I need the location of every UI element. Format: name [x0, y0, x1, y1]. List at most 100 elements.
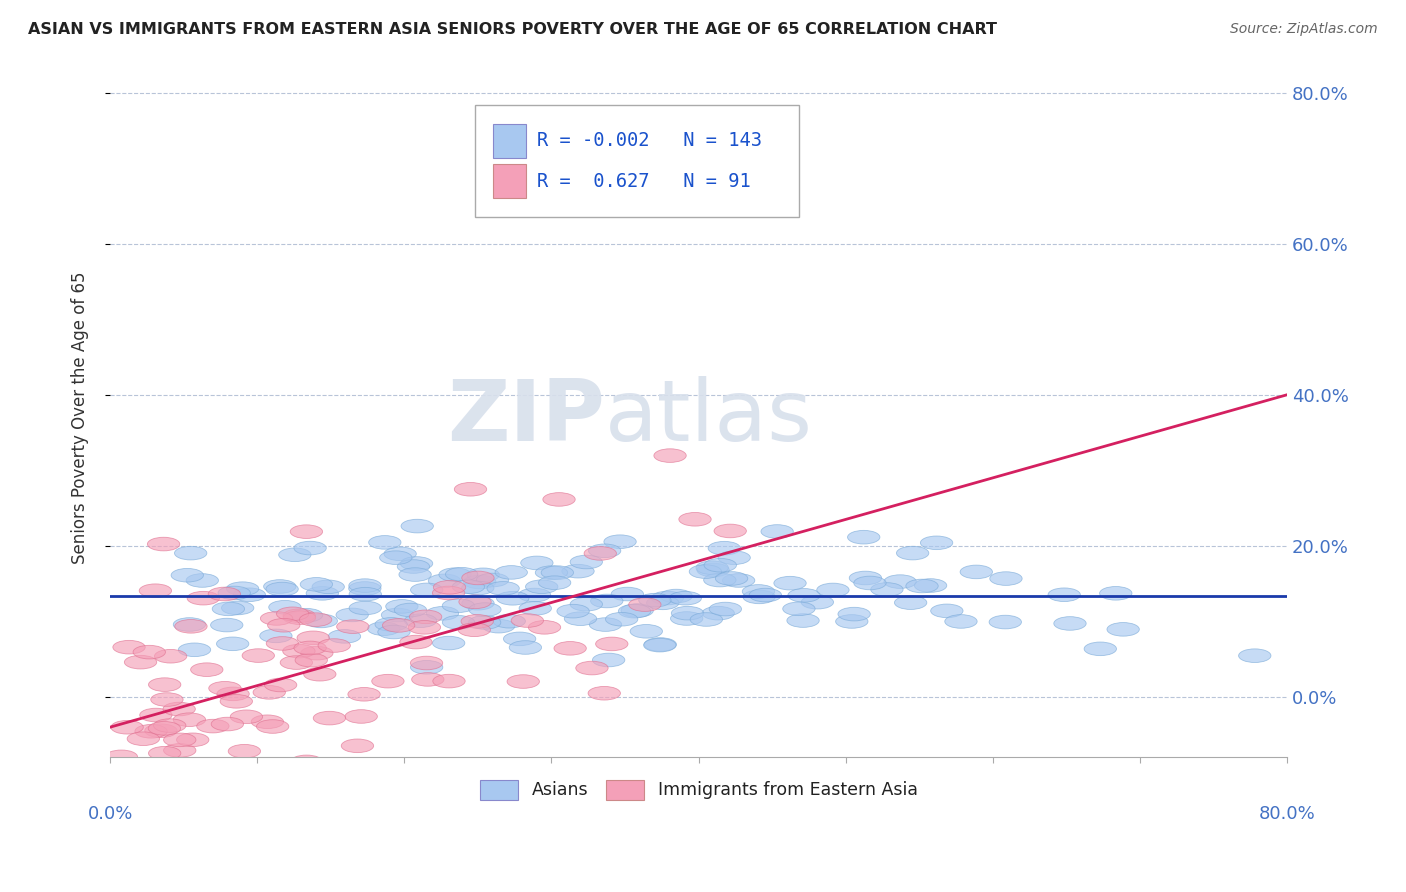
Ellipse shape — [461, 571, 494, 585]
Ellipse shape — [174, 546, 207, 560]
Ellipse shape — [218, 586, 250, 599]
Ellipse shape — [482, 619, 515, 633]
Ellipse shape — [304, 667, 336, 681]
Ellipse shape — [596, 637, 628, 651]
Ellipse shape — [496, 591, 529, 605]
Ellipse shape — [294, 541, 326, 555]
Ellipse shape — [263, 580, 297, 593]
Ellipse shape — [433, 636, 465, 650]
Ellipse shape — [297, 631, 329, 645]
Ellipse shape — [139, 584, 172, 598]
Ellipse shape — [312, 580, 344, 594]
Ellipse shape — [931, 604, 963, 617]
Ellipse shape — [884, 574, 917, 589]
Ellipse shape — [669, 591, 702, 605]
Ellipse shape — [367, 622, 399, 635]
Ellipse shape — [589, 544, 621, 558]
Ellipse shape — [529, 621, 561, 634]
Ellipse shape — [647, 596, 679, 609]
Ellipse shape — [314, 711, 346, 725]
Ellipse shape — [461, 615, 494, 628]
Ellipse shape — [145, 724, 177, 738]
Ellipse shape — [212, 602, 245, 615]
Ellipse shape — [135, 724, 167, 738]
Ellipse shape — [174, 620, 207, 633]
Ellipse shape — [576, 661, 609, 675]
Ellipse shape — [461, 597, 494, 610]
Ellipse shape — [894, 596, 927, 609]
Ellipse shape — [742, 584, 775, 599]
FancyBboxPatch shape — [492, 164, 526, 199]
Ellipse shape — [503, 632, 536, 646]
Ellipse shape — [124, 656, 156, 669]
Ellipse shape — [401, 519, 433, 533]
Ellipse shape — [494, 615, 526, 628]
Ellipse shape — [773, 576, 806, 590]
Ellipse shape — [703, 574, 735, 587]
Ellipse shape — [412, 673, 444, 686]
Ellipse shape — [557, 605, 589, 618]
Ellipse shape — [749, 588, 782, 602]
Ellipse shape — [211, 717, 243, 731]
Ellipse shape — [163, 744, 195, 757]
Ellipse shape — [349, 582, 381, 595]
Ellipse shape — [1084, 642, 1116, 656]
Text: ZIP: ZIP — [447, 376, 605, 458]
Ellipse shape — [443, 599, 475, 613]
Ellipse shape — [290, 524, 322, 539]
Ellipse shape — [127, 732, 159, 746]
Ellipse shape — [295, 654, 328, 667]
Ellipse shape — [426, 607, 458, 620]
Ellipse shape — [208, 587, 240, 601]
Ellipse shape — [381, 608, 413, 622]
Ellipse shape — [163, 702, 195, 716]
Ellipse shape — [283, 609, 315, 623]
Text: 80.0%: 80.0% — [1258, 805, 1316, 823]
Ellipse shape — [644, 639, 676, 652]
Ellipse shape — [217, 687, 249, 701]
Ellipse shape — [690, 613, 723, 626]
Ellipse shape — [208, 681, 240, 695]
Ellipse shape — [371, 674, 404, 688]
Ellipse shape — [408, 621, 440, 634]
Ellipse shape — [716, 572, 748, 585]
Ellipse shape — [520, 556, 553, 570]
Ellipse shape — [186, 574, 218, 587]
Ellipse shape — [197, 784, 229, 797]
Ellipse shape — [630, 624, 662, 638]
Ellipse shape — [921, 536, 953, 549]
Ellipse shape — [704, 558, 737, 572]
Ellipse shape — [226, 582, 259, 596]
Ellipse shape — [586, 184, 619, 197]
Ellipse shape — [905, 579, 938, 593]
Text: ASIAN VS IMMIGRANTS FROM EASTERN ASIA SENIORS POVERTY OVER THE AGE OF 65 CORRELA: ASIAN VS IMMIGRANTS FROM EASTERN ASIA SE… — [28, 22, 997, 37]
Ellipse shape — [612, 587, 644, 601]
Ellipse shape — [260, 629, 292, 642]
Ellipse shape — [512, 614, 544, 627]
Ellipse shape — [1047, 588, 1080, 601]
Ellipse shape — [378, 625, 411, 639]
Ellipse shape — [222, 601, 254, 615]
Ellipse shape — [266, 637, 298, 650]
Ellipse shape — [307, 587, 339, 600]
Ellipse shape — [583, 547, 616, 560]
Ellipse shape — [173, 713, 205, 726]
Ellipse shape — [380, 551, 412, 565]
Ellipse shape — [105, 750, 138, 764]
Ellipse shape — [283, 644, 315, 658]
Ellipse shape — [628, 598, 661, 611]
Ellipse shape — [709, 541, 741, 555]
Ellipse shape — [467, 568, 499, 582]
Ellipse shape — [538, 576, 571, 590]
Ellipse shape — [591, 594, 623, 607]
Ellipse shape — [211, 618, 243, 632]
Ellipse shape — [148, 722, 180, 735]
Ellipse shape — [283, 611, 316, 624]
Ellipse shape — [697, 563, 730, 577]
Ellipse shape — [988, 615, 1022, 629]
Ellipse shape — [588, 687, 620, 700]
Ellipse shape — [569, 555, 602, 569]
Ellipse shape — [801, 595, 834, 609]
Ellipse shape — [702, 607, 734, 620]
Ellipse shape — [990, 572, 1022, 585]
